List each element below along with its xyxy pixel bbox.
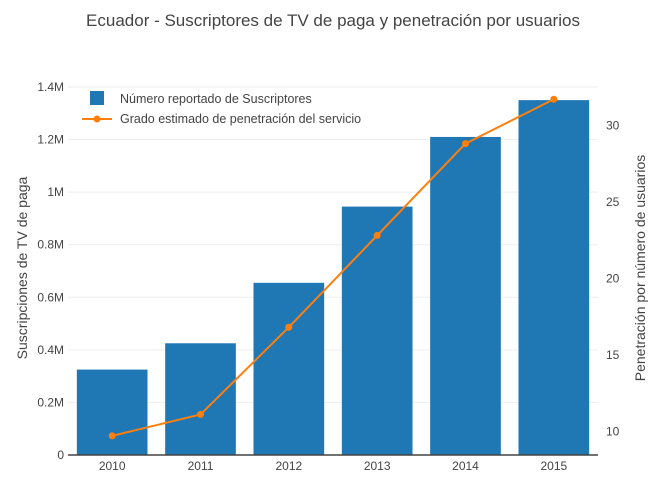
x-tick-label: 2013 — [364, 459, 391, 473]
bar — [341, 206, 413, 455]
line-point — [108, 432, 116, 440]
bar — [430, 136, 501, 455]
gridlines — [68, 86, 598, 403]
bar — [253, 282, 325, 455]
right-tick-label: 25 — [606, 195, 620, 209]
x-tick-label: 2010 — [99, 459, 126, 473]
line-point — [550, 95, 558, 103]
left-tick-label: 1.2M — [37, 133, 64, 147]
legend-item-bars[interactable]: Número reportado de Suscriptores — [90, 91, 312, 106]
line-point — [285, 323, 293, 331]
bar-series — [76, 100, 590, 456]
left-tick-label: 0.6M — [37, 290, 64, 304]
left-axis-ticks: 0 0.2M 0.4M 0.6M 0.8M 1M 1.2M 1.4M — [37, 80, 64, 462]
right-axis-title: Penetración por número de usuarios — [632, 155, 648, 381]
bar — [518, 100, 590, 456]
legend-line-marker — [93, 115, 101, 123]
legend-item-line[interactable]: Grado estimado de penetración del servic… — [82, 112, 361, 126]
left-tick-label: 0.2M — [37, 395, 64, 409]
left-tick-label: 0.8M — [37, 238, 64, 252]
line-point — [197, 410, 204, 418]
left-tick-label: 0.4M — [37, 343, 64, 357]
legend-bar-swatch — [90, 91, 104, 105]
right-tick-label: 30 — [606, 118, 620, 132]
right-axis-ticks: 10 15 20 25 30 — [606, 118, 620, 438]
legend-line-label: Grado estimado de penetración del servic… — [120, 112, 361, 126]
right-tick-label: 10 — [606, 424, 620, 438]
x-tick-label: 2014 — [452, 459, 479, 473]
line-point — [373, 231, 381, 239]
line-point — [462, 140, 469, 148]
x-tick-label: 2015 — [540, 459, 567, 473]
bar — [76, 369, 148, 455]
x-tick-label: 2011 — [188, 459, 214, 473]
right-tick-label: 15 — [606, 348, 620, 362]
left-tick-label: 1.4M — [37, 80, 64, 94]
penetration-line — [111, 98, 555, 437]
x-tick-label: 2012 — [275, 459, 302, 473]
legend[interactable]: Número reportado de Suscriptores Grado e… — [82, 91, 361, 126]
left-axis-title: Suscripciones de TV de paga — [14, 176, 30, 359]
line-series — [108, 95, 558, 440]
bar — [165, 343, 236, 455]
legend-bar-label: Número reportado de Suscriptores — [120, 92, 312, 106]
right-tick-label: 20 — [606, 271, 620, 285]
left-tick-label: 1M — [47, 185, 64, 199]
x-axis-ticks: 2010 2011 2012 2013 2014 2015 — [99, 459, 568, 473]
left-tick-label: 0 — [57, 448, 64, 462]
chart-title: Ecuador - Suscriptores de TV de paga y p… — [86, 11, 580, 30]
